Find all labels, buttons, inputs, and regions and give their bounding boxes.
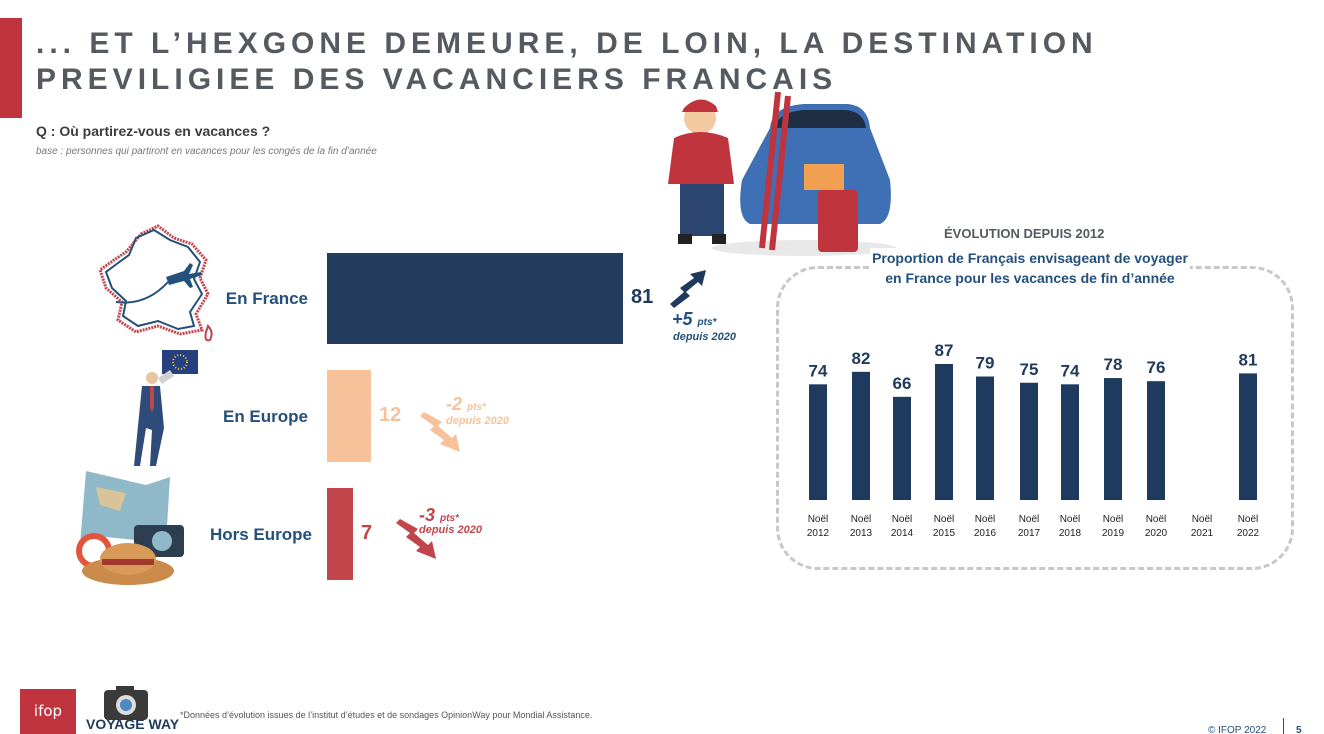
evo-category-label-1-0: Noël — [851, 514, 872, 525]
evo-category-label-5-1: 2017 — [1018, 528, 1041, 539]
evo-category-label-2-1: 2014 — [891, 528, 914, 539]
evo-category-label-10-0: Noël — [1238, 514, 1259, 525]
category-label-europe: En Europe — [222, 407, 308, 426]
evo-category-label-9-0: Noël — [1192, 514, 1213, 525]
evo-category-label-10-1: 2022 — [1237, 528, 1260, 539]
evo-category-label-4-0: Noël — [975, 514, 996, 525]
bar-france — [327, 253, 623, 344]
evo-bar-6 — [1061, 384, 1079, 500]
page-number: 5 — [1296, 725, 1302, 734]
delta-hors-europe-since: depuis 2020 — [419, 524, 482, 536]
evo-category-label-3-0: Noël — [934, 514, 955, 525]
category-label-france: En France — [225, 289, 308, 308]
evo-category-label-7-0: Noël — [1103, 514, 1124, 525]
evo-category-label-6-1: 2018 — [1059, 528, 1082, 539]
value-hors-europe: 7 — [361, 522, 373, 544]
evo-value-label-1: 82 — [852, 349, 871, 368]
evo-value-label-4: 79 — [976, 354, 995, 373]
evo-category-label-3-1: 2015 — [933, 528, 956, 539]
delta-france: +5 pts* — [672, 309, 716, 330]
evo-category-label-0-0: Noël — [808, 514, 829, 525]
evo-bar-7 — [1104, 378, 1122, 500]
ifop-logo: ifop — [20, 689, 76, 734]
title-line-2: PREVILIGIEE DES VACANCIERS FRANCAIS — [36, 63, 838, 96]
delta-hors-europe-unit: pts* — [440, 513, 459, 524]
delta-europe: -2 pts* — [446, 394, 486, 415]
evolution-title: ÉVOLUTION DEPUIS 2012 — [944, 226, 1105, 241]
evo-value-label-2: 66 — [893, 374, 912, 393]
evo-category-label-9-1: 2021 — [1191, 528, 1214, 539]
copyright: © IFOP 2022 — [1208, 725, 1267, 734]
page-title: ... ET L’HEXGONE DEMEURE, DE LOIN, LA DE… — [36, 26, 1098, 98]
delta-europe-value: -2 — [446, 394, 463, 414]
evo-value-label-5: 75 — [1020, 360, 1039, 379]
evo-bar-10 — [1239, 373, 1257, 500]
evo-category-label-5-0: Noël — [1019, 514, 1040, 525]
winter-holiday-car-icon — [668, 91, 896, 256]
evolution-chart: 74 Noël 2012 82 Noël 2013 66 Noël 2014 87 Noël 2015… — [807, 341, 1260, 539]
question-text: Q : Où partirez-vous en vacances ? — [36, 123, 271, 139]
delta-europe-unit: pts* — [467, 402, 486, 413]
page-separator — [1283, 718, 1284, 734]
delta-france-value: +5 — [672, 309, 693, 329]
evo-category-label-2-0: Noël — [892, 514, 913, 525]
bar-hors-europe — [327, 488, 353, 580]
title-line-1: ... ET L’HEXGONE DEMEURE, DE LOIN, LA DE… — [36, 27, 1098, 60]
evo-value-label-8: 76 — [1147, 358, 1166, 377]
delta-hors-europe: -3 pts* — [419, 505, 459, 526]
evo-bar-0 — [809, 384, 827, 500]
evo-category-label-8-0: Noël — [1146, 514, 1167, 525]
value-europe: 12 — [379, 404, 402, 426]
businessman-eu-flag-icon — [134, 350, 198, 466]
trend-up-arrow-icon — [670, 270, 706, 308]
category-label-hors-europe: Hors Europe — [209, 525, 312, 544]
evo-category-label-7-1: 2019 — [1102, 528, 1125, 539]
evo-category-label-1-1: 2013 — [850, 528, 873, 539]
base-text: base : personnes qui partiront en vacanc… — [36, 146, 377, 157]
evo-bar-2 — [893, 396, 911, 500]
evo-category-label-4-1: 2016 — [974, 528, 997, 539]
evo-value-label-10: 81 — [1239, 350, 1258, 369]
footnote: *Données d’évolution issues de l’institu… — [180, 710, 593, 720]
trend-down-arrow-icon-2 — [396, 519, 436, 559]
evo-value-label-6: 74 — [1061, 361, 1080, 380]
delta-hors-europe-value: -3 — [419, 505, 436, 525]
travel-items-icon — [76, 471, 184, 585]
accent-bar — [0, 18, 22, 118]
evo-value-label-3: 87 — [935, 341, 954, 360]
evo-bar-4 — [976, 376, 994, 500]
delta-france-unit: pts* — [697, 317, 717, 328]
value-france: 81 — [631, 286, 654, 308]
delta-europe-since: depuis 2020 — [446, 415, 509, 427]
evo-bar-8 — [1147, 381, 1165, 500]
evo-category-label-8-1: 2020 — [1145, 528, 1168, 539]
evo-bar-5 — [1020, 382, 1038, 500]
camera-logo-icon — [104, 686, 148, 720]
france-map-icon — [98, 224, 213, 342]
voyage-way-logo-text: VOYAGE WAY — [86, 716, 180, 732]
bar-europe — [327, 370, 371, 462]
evo-bar-1 — [852, 371, 870, 500]
evo-value-label-0: 74 — [809, 361, 828, 380]
evo-category-label-0-1: 2012 — [807, 528, 830, 539]
evolution-subtitle: Proportion de Français envisageant de vo… — [870, 248, 1190, 288]
evo-value-label-7: 78 — [1104, 355, 1123, 374]
delta-france-since: depuis 2020 — [673, 331, 736, 343]
trend-down-arrow-icon — [420, 412, 460, 452]
evo-category-label-6-0: Noël — [1060, 514, 1081, 525]
evo-bar-3 — [935, 364, 953, 500]
